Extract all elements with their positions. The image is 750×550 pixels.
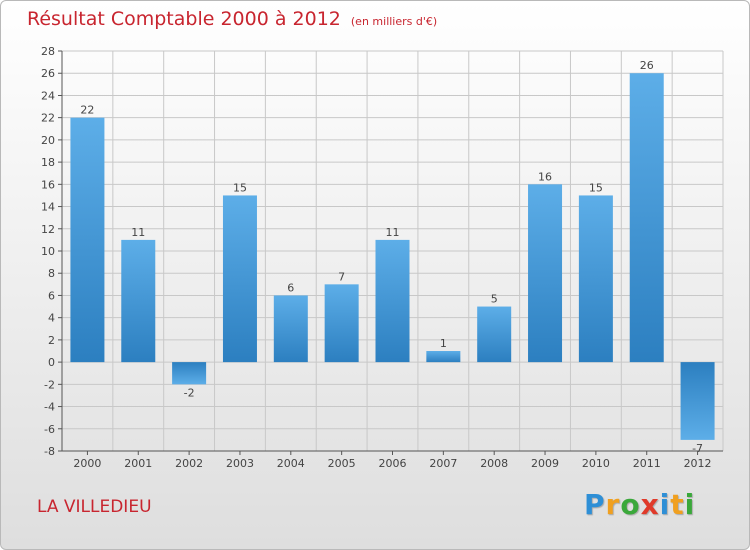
data-label-2003: 15 xyxy=(233,181,247,194)
y-tick-label: 16 xyxy=(41,178,55,191)
x-tick-label-2010: 2010 xyxy=(582,457,610,470)
bar-2007[interactable] xyxy=(426,351,461,363)
y-tick-label: 14 xyxy=(41,201,55,214)
bar-2008[interactable] xyxy=(477,306,512,363)
y-tick-label: 0 xyxy=(48,356,55,369)
logo-letter-6: i xyxy=(684,488,696,521)
bar-2003[interactable] xyxy=(222,195,257,363)
data-label-2001: 11 xyxy=(131,226,145,239)
x-tick-label-2011: 2011 xyxy=(633,457,661,470)
bar-2001[interactable] xyxy=(121,239,156,363)
y-tick-label: -4 xyxy=(44,401,55,414)
x-tick-label-2005: 2005 xyxy=(328,457,356,470)
bar-2009[interactable] xyxy=(528,184,563,363)
data-label-2006: 11 xyxy=(386,226,400,239)
proxiti-logo[interactable]: Proxiti xyxy=(584,488,695,521)
x-tick-label-2004: 2004 xyxy=(277,457,305,470)
x-tick-label-2003: 2003 xyxy=(226,457,254,470)
bar-2006[interactable] xyxy=(375,239,410,363)
y-tick-label: -6 xyxy=(44,423,55,436)
chart-unit: (en milliers d'€) xyxy=(350,15,438,28)
y-tick-label: 10 xyxy=(41,245,55,258)
logo-letter-4: i xyxy=(659,488,671,521)
logo-letter-5: t xyxy=(670,488,685,521)
y-tick-label: 2 xyxy=(48,334,55,347)
y-tick-label: 18 xyxy=(41,156,55,169)
y-tick-label: 20 xyxy=(41,134,55,147)
bar-2002[interactable] xyxy=(172,362,207,385)
x-tick-label-2008: 2008 xyxy=(480,457,508,470)
x-tick-label-2012: 2012 xyxy=(684,457,712,470)
x-tick-label-2001: 2001 xyxy=(124,457,152,470)
data-label-2011: 26 xyxy=(640,59,654,72)
x-tick-label-2009: 2009 xyxy=(531,457,559,470)
y-tick-label: -2 xyxy=(44,378,55,391)
x-tick-label-2006: 2006 xyxy=(379,457,407,470)
bar-2005[interactable] xyxy=(324,284,359,363)
y-tick-label: 24 xyxy=(41,89,55,102)
data-label-2010: 15 xyxy=(589,181,603,194)
y-tick-label: 6 xyxy=(48,289,55,302)
chart-title: Résultat Comptable 2000 à 2012 (en millie… xyxy=(27,8,438,30)
data-label-2000: 22 xyxy=(80,104,94,117)
data-label-2004: 6 xyxy=(287,281,294,294)
data-label-2002: -2 xyxy=(184,386,195,399)
x-tick-label-2000: 2000 xyxy=(73,457,101,470)
bar-2000[interactable] xyxy=(70,117,105,363)
location-name: LA VILLEDIEU xyxy=(37,497,152,517)
bar-2004[interactable] xyxy=(273,295,308,363)
data-label-2005: 7 xyxy=(338,270,345,283)
y-tick-label: -8 xyxy=(44,445,55,458)
y-tick-label: 22 xyxy=(41,112,55,125)
data-label-2012: -7 xyxy=(692,442,703,455)
x-tick-label-2002: 2002 xyxy=(175,457,203,470)
bar-2012[interactable] xyxy=(680,362,715,440)
logo-letter-1: r xyxy=(605,488,621,521)
y-tick-label: 28 xyxy=(41,45,55,58)
data-label-2007: 1 xyxy=(440,337,447,350)
bar-2011[interactable] xyxy=(629,73,664,363)
logo-letter-2: o xyxy=(620,488,641,521)
data-label-2009: 16 xyxy=(538,170,552,183)
y-tick-label: 4 xyxy=(48,312,55,325)
logo-letter-3: x xyxy=(640,488,660,521)
y-tick-label: 26 xyxy=(41,67,55,80)
y-tick-label: 8 xyxy=(48,267,55,280)
y-tick-label: 12 xyxy=(41,223,55,236)
data-label-2008: 5 xyxy=(491,293,498,306)
bar-2010[interactable] xyxy=(578,195,613,363)
x-tick-label-2007: 2007 xyxy=(429,457,457,470)
logo-letter-0: P xyxy=(584,488,606,521)
